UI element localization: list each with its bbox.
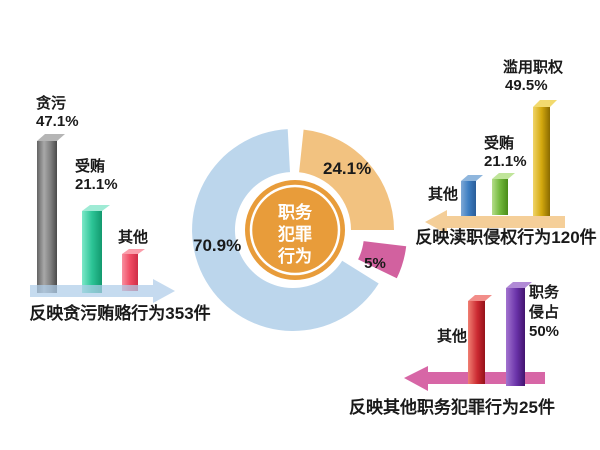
label-embezzlement-line2: 侵占 (528, 303, 559, 321)
right-bottom-group-caption: 反映其他职务犯罪行为25件 (349, 397, 555, 417)
donut-label-orange: 24.1% (323, 159, 371, 178)
right-top-group-arrow-left-icon (425, 210, 565, 234)
label-other-right-top: 其他 (428, 185, 458, 203)
label-embezzlement-pct: 50% (529, 323, 559, 340)
donut-segment-pink (358, 241, 407, 279)
label-bribery-left-pct: 21.1% (75, 176, 118, 193)
bar-other-right-top (461, 175, 483, 216)
donut-center-title-line1: 职务 (278, 202, 313, 222)
right-top-group-caption: 反映渎职侵权行为120件 (415, 227, 596, 247)
label-abuse-of-power-pct: 49.5% (505, 77, 548, 94)
label-bribery-right-top-pct: 21.1% (484, 153, 527, 170)
bar-other-left (122, 249, 145, 291)
donut-label-pink: 5% (364, 255, 386, 272)
right-top-bar-group: 其他 受贿 21.1% 滥用职权 49.5% 反映渎职侵权行为120件 (415, 58, 596, 247)
donut-label-blue: 70.9% (193, 236, 241, 255)
label-abuse-of-power: 滥用职权 (503, 58, 564, 76)
label-other-left: 其他 (118, 228, 148, 246)
label-other-right-bottom: 其他 (437, 327, 467, 345)
left-group-arrow-right-icon (30, 279, 175, 303)
left-bar-group: 贪污 47.1% 受贿 21.1% 其他 反映贪污贿赂行为353件 (29, 94, 210, 323)
label-embezzlement-line1: 职务 (529, 283, 560, 301)
donut-center-title-line2: 犯罪 (277, 224, 312, 244)
bar-other-right-bottom (468, 295, 492, 384)
bar-abuse-of-power (533, 100, 557, 216)
bar-corruption (37, 134, 65, 293)
donut-segment-orange (299, 129, 394, 230)
donut-center-title-line3: 行为 (277, 246, 312, 266)
right-bottom-bar-group: 其他 职务 侵占 50% 反映其他职务犯罪行为25件 (349, 282, 560, 417)
label-corruption-pct: 47.1% (36, 113, 79, 130)
donut-chart: 职务 犯罪 行为 70.9% 24.1% 5% (192, 129, 407, 331)
bar-bribery-right-top (492, 173, 515, 215)
left-group-caption: 反映贪污贿赂行为353件 (29, 303, 210, 323)
label-bribery-right-top: 受贿 (484, 134, 514, 152)
bar-bribery-left (82, 205, 110, 293)
bar-occupational-embezzlement (506, 282, 532, 386)
donut-center-ring (249, 184, 341, 276)
label-bribery-left: 受贿 (75, 157, 105, 175)
label-corruption: 贪污 (36, 94, 66, 112)
donut-segment-blue (192, 129, 379, 331)
donut-center-circle (245, 180, 345, 280)
